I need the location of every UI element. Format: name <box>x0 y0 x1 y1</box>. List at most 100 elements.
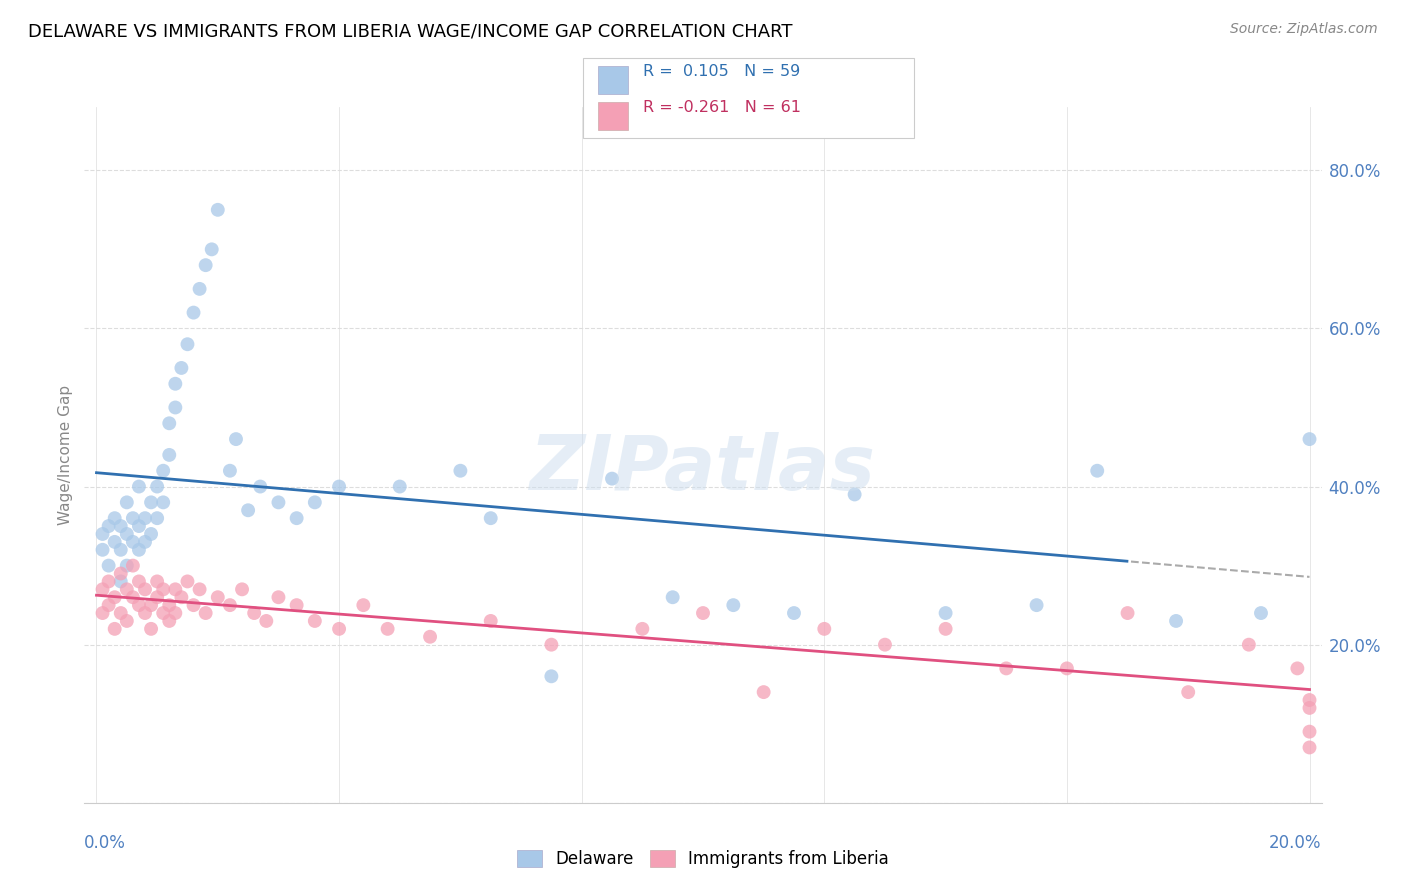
Point <box>752 685 775 699</box>
Point <box>201 243 224 257</box>
Point <box>479 614 502 628</box>
Point <box>1116 606 1139 620</box>
Point <box>139 527 162 541</box>
Point <box>377 622 399 636</box>
Point <box>419 630 441 644</box>
Text: ZIPatlas: ZIPatlas <box>530 432 876 506</box>
Point <box>170 360 193 375</box>
Point <box>104 622 127 636</box>
Point <box>146 591 169 605</box>
Point <box>170 591 193 605</box>
Point <box>479 511 502 525</box>
Point <box>91 582 114 597</box>
Point <box>115 582 138 597</box>
Point <box>231 582 253 597</box>
Point <box>157 448 180 462</box>
Point <box>254 614 277 628</box>
Point <box>328 479 350 493</box>
Point <box>110 519 132 533</box>
Point <box>1085 464 1108 478</box>
Point <box>157 417 180 431</box>
Point <box>97 558 120 573</box>
Point <box>219 464 242 478</box>
Point <box>1164 614 1187 628</box>
Text: DELAWARE VS IMMIGRANTS FROM LIBERIA WAGE/INCOME GAP CORRELATION CHART: DELAWARE VS IMMIGRANTS FROM LIBERIA WAGE… <box>28 22 793 40</box>
Point <box>540 669 562 683</box>
Point <box>1177 685 1199 699</box>
Point <box>243 606 266 620</box>
Point <box>873 638 896 652</box>
Point <box>165 401 187 415</box>
Point <box>813 622 835 636</box>
Point <box>995 661 1018 675</box>
Point <box>183 598 205 612</box>
Point <box>388 479 411 493</box>
Point <box>249 479 271 493</box>
Point <box>304 495 326 509</box>
Point <box>328 622 350 636</box>
Point <box>844 487 866 501</box>
Point <box>157 598 180 612</box>
Point <box>540 638 562 652</box>
Point <box>219 598 242 612</box>
Point <box>115 495 138 509</box>
Point <box>146 511 169 525</box>
Point <box>128 542 150 557</box>
Point <box>935 622 957 636</box>
Point <box>1298 724 1320 739</box>
Text: Source: ZipAtlas.com: Source: ZipAtlas.com <box>1230 22 1378 37</box>
Point <box>661 591 683 605</box>
Point <box>128 574 150 589</box>
Point <box>165 582 187 597</box>
Point <box>91 527 114 541</box>
Point <box>115 527 138 541</box>
Point <box>692 606 714 620</box>
Point <box>165 606 187 620</box>
Point <box>110 606 132 620</box>
Point <box>194 606 217 620</box>
Y-axis label: Wage/Income Gap: Wage/Income Gap <box>58 384 73 525</box>
Point <box>157 614 180 628</box>
Point <box>1298 701 1320 715</box>
Point <box>122 511 145 525</box>
Point <box>723 598 745 612</box>
Text: 0.0%: 0.0% <box>84 834 127 852</box>
Point <box>152 464 174 478</box>
Point <box>139 495 162 509</box>
Text: 20.0%: 20.0% <box>1270 834 1322 852</box>
Point <box>91 542 114 557</box>
Point <box>134 511 156 525</box>
Point <box>165 376 187 391</box>
Point <box>1025 598 1047 612</box>
Point <box>1286 661 1309 675</box>
Point <box>122 534 145 549</box>
Point <box>267 591 290 605</box>
Point <box>104 534 127 549</box>
Point <box>104 511 127 525</box>
Legend: Delaware, Immigrants from Liberia: Delaware, Immigrants from Liberia <box>510 843 896 874</box>
Point <box>146 574 169 589</box>
Point <box>115 614 138 628</box>
Point <box>285 598 308 612</box>
Point <box>97 598 120 612</box>
Point <box>1298 693 1320 707</box>
Point <box>207 591 229 605</box>
Point <box>91 606 114 620</box>
Point <box>207 202 229 217</box>
Point <box>631 622 654 636</box>
Point <box>104 591 127 605</box>
Point <box>146 479 169 493</box>
Point <box>1298 740 1320 755</box>
Point <box>1056 661 1078 675</box>
Point <box>152 582 174 597</box>
Point <box>176 337 198 351</box>
Point <box>600 472 623 486</box>
Point <box>115 558 138 573</box>
Point <box>194 258 217 272</box>
Point <box>97 519 120 533</box>
Text: R = -0.261   N = 61: R = -0.261 N = 61 <box>643 100 800 115</box>
Point <box>128 519 150 533</box>
Point <box>304 614 326 628</box>
Point <box>1298 432 1320 446</box>
Point <box>128 598 150 612</box>
